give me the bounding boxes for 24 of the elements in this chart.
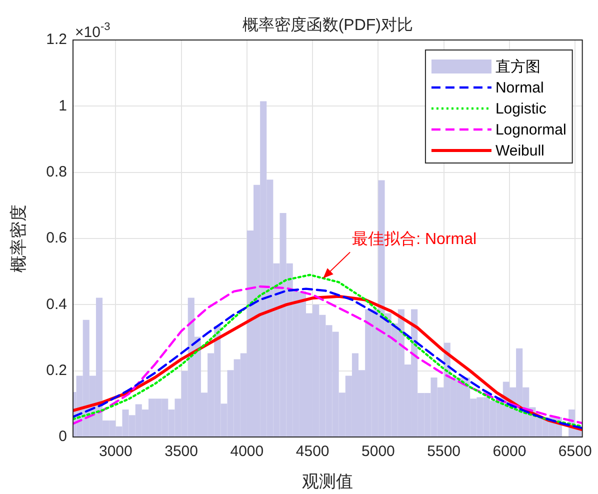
x-axis-title: 观测值	[302, 472, 354, 491]
y-tick-label: 0.4	[46, 296, 67, 313]
y-tick-label: 0.2	[46, 362, 67, 379]
x-tick-label: 6000	[492, 443, 526, 460]
legend-label: Normal	[495, 80, 544, 97]
legend-label: Lognormal	[495, 122, 566, 139]
legend-label: 直方图	[495, 58, 540, 76]
x-tick-label: 4000	[230, 443, 264, 460]
chart-title: 概率密度函数(PDF)对比	[242, 16, 413, 34]
legend-label: Logistic	[495, 100, 547, 118]
y-tick-label: 1	[58, 97, 67, 114]
x-tick-label: 3000	[98, 443, 132, 460]
x-tick-label: 3500	[164, 443, 198, 460]
x-tick-label: 5000	[362, 443, 395, 460]
x-tick-label: 4500	[296, 443, 330, 460]
y-axis-title: 概率密度	[9, 204, 28, 272]
y-tick-label: 0	[58, 428, 67, 446]
x-tick-label: 5500	[427, 443, 461, 460]
y-tick-label: 0.8	[46, 163, 67, 180]
y-tick-label: 0.6	[46, 230, 67, 247]
y-tick-label: 1.2	[46, 31, 67, 48]
annotation: 最佳拟合: Normal	[352, 230, 477, 248]
legend-label: Weibull	[495, 142, 544, 160]
x-tick-label: 6500	[558, 443, 592, 460]
